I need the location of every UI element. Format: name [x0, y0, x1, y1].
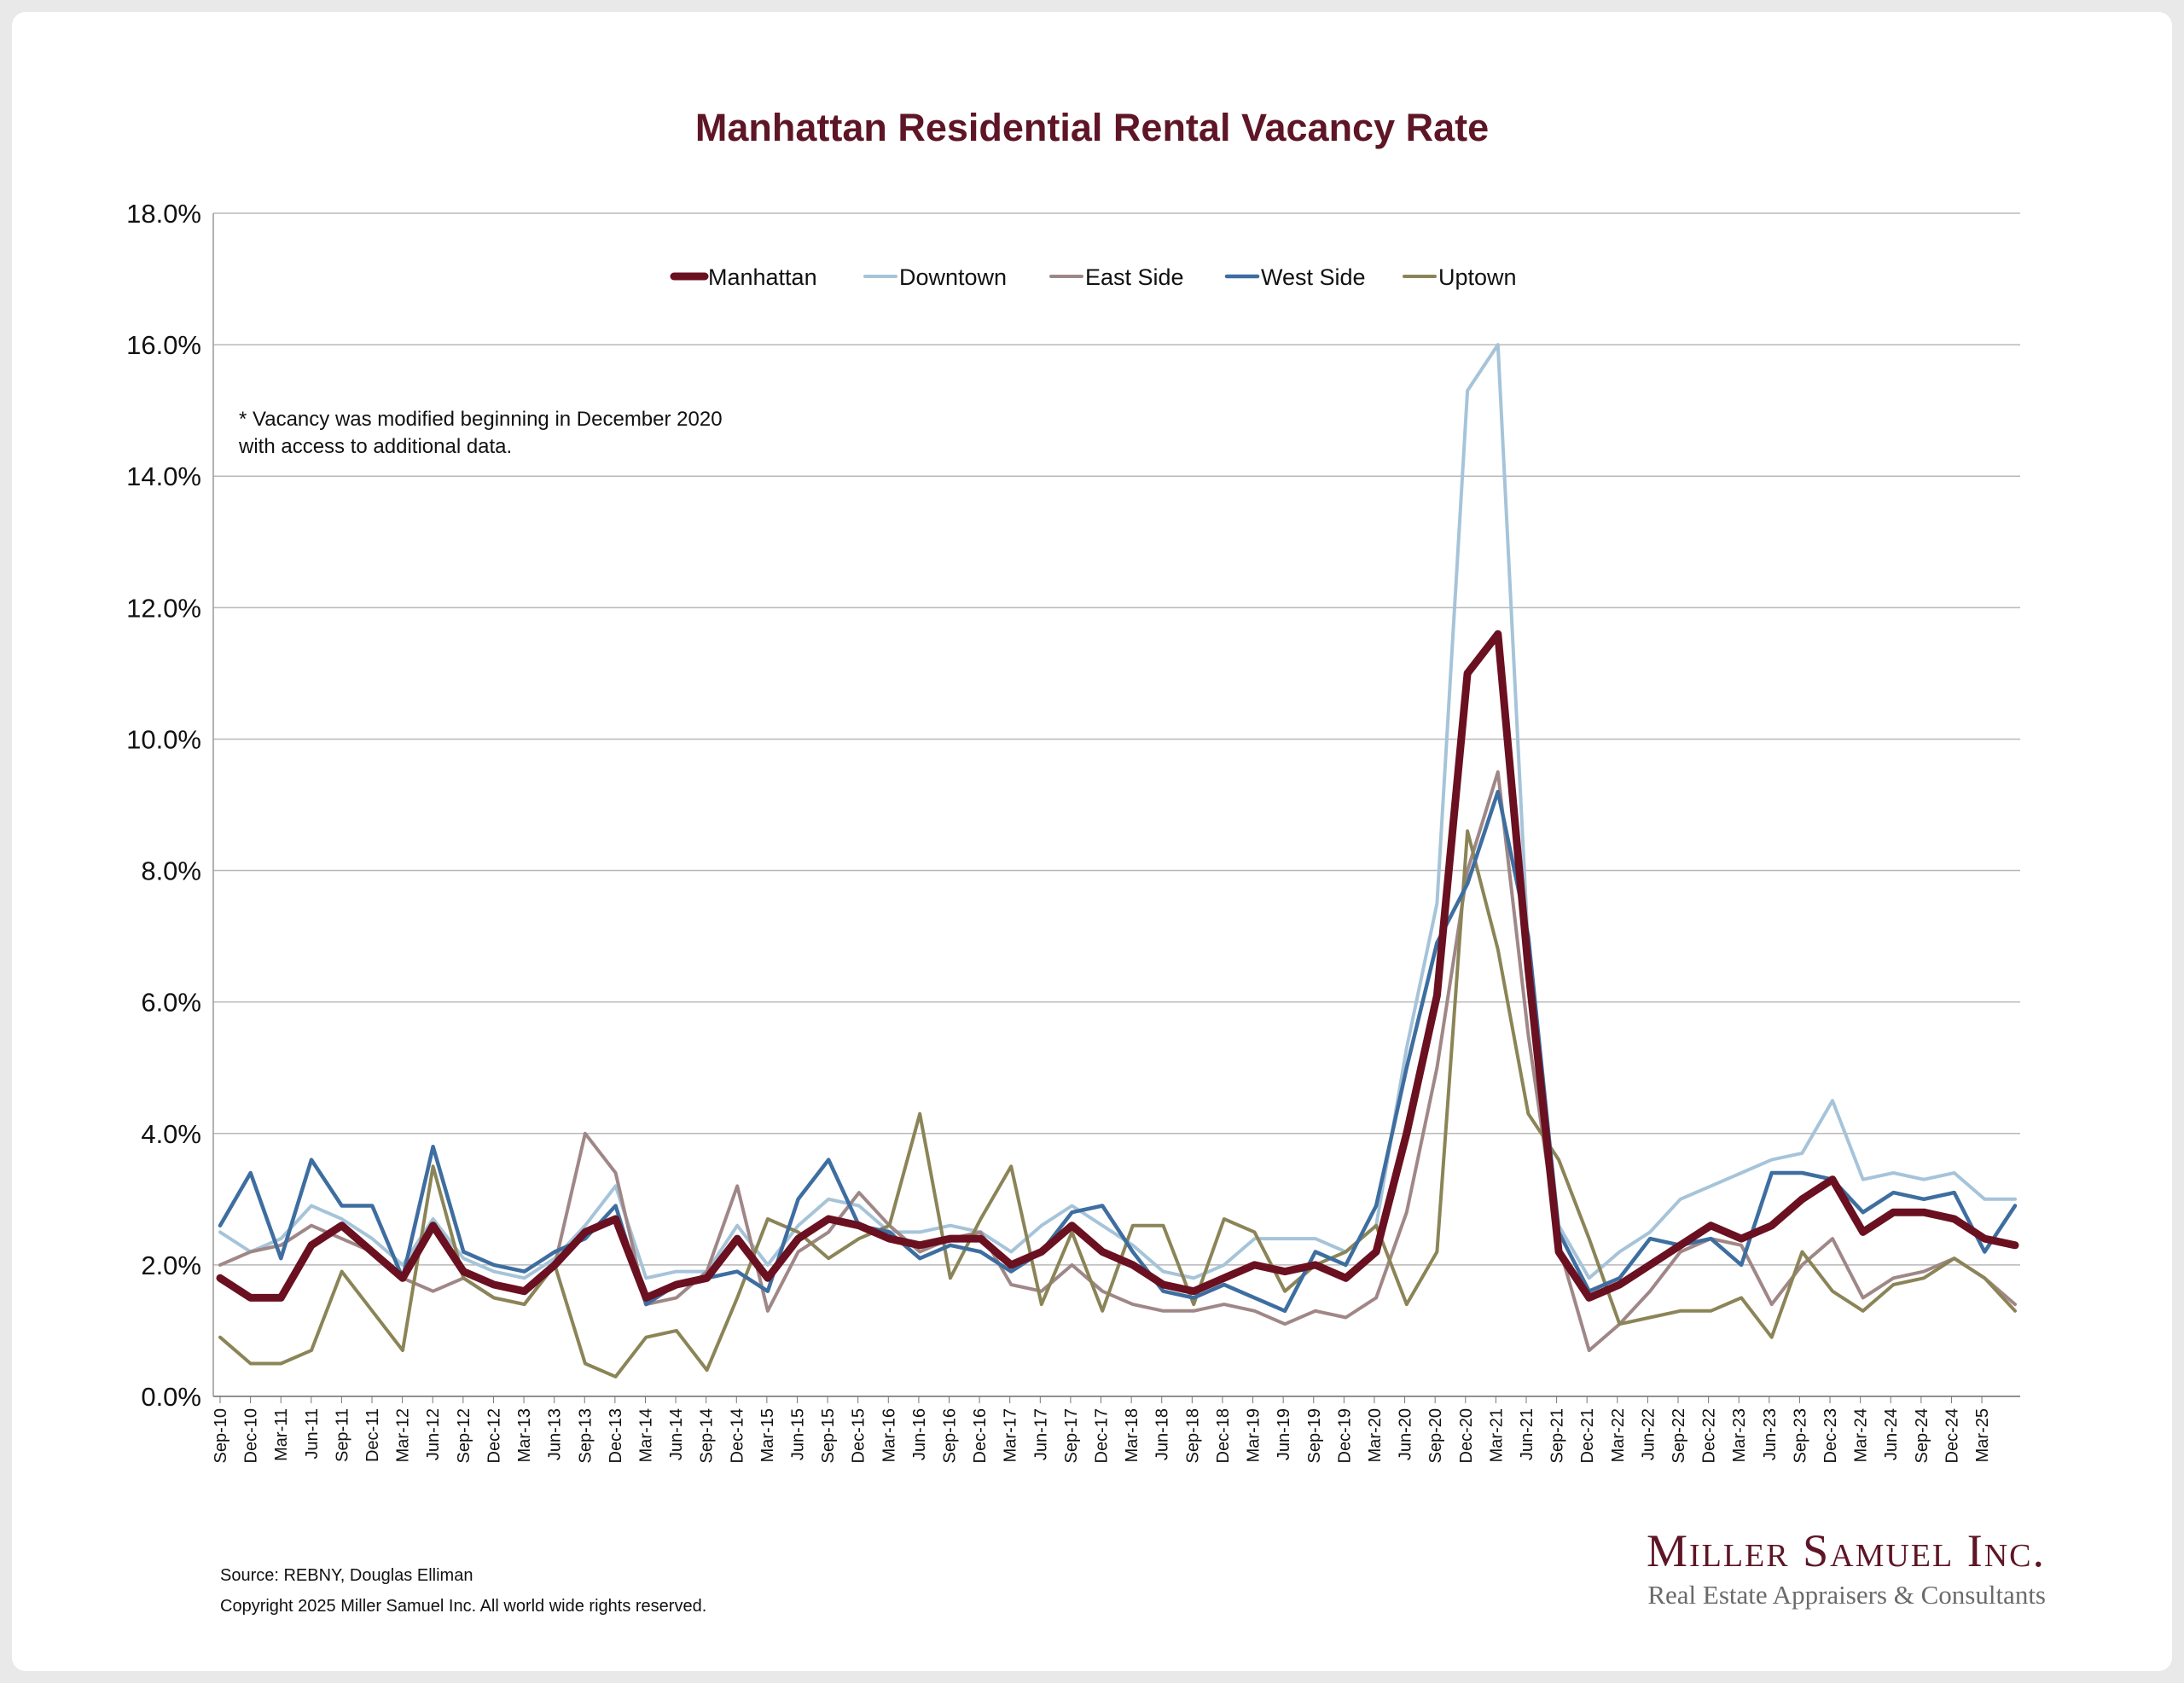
- brand-logo: Miller Samuel Inc. Real Estate Appraiser…: [1647, 1523, 2046, 1612]
- legend-label-east-side: East Side: [1085, 264, 1184, 290]
- series-uptown: [218, 829, 2017, 1378]
- x-tick-label: Jun-23: [1761, 1408, 1780, 1460]
- x-tick-label: Mar-15: [758, 1408, 777, 1462]
- x-tick-label: Jun-18: [1153, 1408, 1172, 1460]
- x-tick-label: Jun-20: [1397, 1408, 1415, 1460]
- x-tick-label: Jun-17: [1031, 1408, 1050, 1460]
- x-tick-label: Sep-19: [1305, 1408, 1324, 1464]
- x-tick-label: Sep-24: [1913, 1408, 1931, 1464]
- x-tick-label: Dec-13: [607, 1408, 625, 1463]
- chart-card: Manhattan Residential Rental Vacancy Rat…: [12, 12, 2172, 1671]
- x-tick-label: Mar-12: [394, 1408, 413, 1462]
- x-tick-label: Sep-22: [1670, 1408, 1688, 1464]
- x-tick-label: Sep-15: [819, 1408, 838, 1464]
- legend-label-uptown: Uptown: [1438, 264, 1517, 290]
- x-tick-label: Dec-12: [485, 1408, 503, 1463]
- x-tick-label: Dec-16: [971, 1408, 990, 1463]
- x-tick-label: Mar-14: [636, 1408, 655, 1462]
- x-tick-label: Jun-16: [910, 1408, 929, 1460]
- x-tick-label: Dec-11: [363, 1408, 382, 1462]
- y-tick-label: 0.0%: [141, 1382, 201, 1412]
- brand-tagline: Real Estate Appraisers & Consultants: [1647, 1580, 2046, 1610]
- legend-label-west-side: West Side: [1261, 264, 1366, 290]
- source-note: Source: REBNY, Douglas Elliman: [220, 1566, 473, 1585]
- y-tick-label: 14.0%: [126, 461, 201, 491]
- x-tick-label: Sep-21: [1548, 1408, 1567, 1464]
- x-tick-label: Dec-15: [850, 1408, 868, 1463]
- x-tick-label: Jun-15: [788, 1408, 807, 1460]
- series-downtown: [218, 343, 2017, 1280]
- x-tick-label: Mar-20: [1366, 1408, 1385, 1462]
- x-tick-label: Dec-22: [1700, 1408, 1719, 1463]
- y-tick-label: 2.0%: [141, 1251, 201, 1280]
- x-tick-label: Mar-21: [1487, 1408, 1506, 1462]
- x-tick-label: Jun-22: [1639, 1408, 1658, 1460]
- line-chart: 0.0% 2.0% 4.0% 6.0% 8.0% 10.0% 12.0% 14.0% 16.0%…: [126, 199, 2020, 1464]
- y-tick-label: 4.0%: [141, 1119, 201, 1149]
- x-tick-label: Dec-10: [242, 1408, 261, 1463]
- x-tick-label: Jun-14: [667, 1408, 686, 1460]
- x-tick-label: Dec-20: [1457, 1408, 1476, 1463]
- x-tick-label: Mar-23: [1730, 1408, 1749, 1462]
- y-tick-label: 6.0%: [141, 988, 201, 1018]
- y-tick-label: 12.0%: [126, 593, 201, 623]
- x-tick-label: Dec-24: [1943, 1408, 1961, 1463]
- x-tick-label: Mar-19: [1245, 1408, 1263, 1462]
- x-tick-label: Sep-12: [455, 1408, 473, 1464]
- x-tick-label: Jun-19: [1275, 1408, 1293, 1460]
- x-tick-label: Dec-19: [1335, 1408, 1354, 1463]
- x-tick-label: Jun-11: [303, 1408, 322, 1460]
- x-tick-label: Mar-24: [1852, 1408, 1871, 1462]
- x-tick-label: Mar-22: [1609, 1408, 1628, 1462]
- y-tick-label: 18.0%: [126, 199, 201, 229]
- x-tick-label: Sep-10: [212, 1408, 230, 1464]
- series-west-side: [218, 789, 2018, 1314]
- y-tick-label: 16.0%: [126, 330, 201, 360]
- x-tick-label: Mar-13: [515, 1408, 534, 1462]
- x-tick-label: Sep-13: [576, 1408, 595, 1464]
- series-manhattan: [216, 630, 2019, 1302]
- chart-title: Manhattan Residential Rental Vacancy Rat…: [694, 106, 1490, 149]
- x-tick-label: Jun-21: [1518, 1408, 1536, 1460]
- x-tick-label: Mar-16: [880, 1408, 898, 1462]
- vacancy-footnote: * Vacancy was modified beginning in Dece…: [239, 408, 723, 458]
- y-tick-label: 8.0%: [141, 856, 201, 886]
- x-tick-label: Mar-25: [1973, 1408, 1992, 1462]
- legend-label-downtown: Downtown: [899, 264, 1007, 290]
- x-tick-label: Dec-17: [1093, 1408, 1112, 1463]
- y-tick-label: 10.0%: [126, 724, 201, 754]
- copyright-note: Copyright 2025 Miller Samuel Inc. All wo…: [220, 1597, 707, 1616]
- x-tick-label: Mar-18: [1123, 1408, 1141, 1462]
- x-tick-label: Jun-12: [424, 1408, 443, 1460]
- x-tick-label: Dec-23: [1821, 1408, 1840, 1463]
- x-tick-label: Sep-20: [1426, 1408, 1445, 1464]
- x-tick-label: Jun-13: [546, 1408, 565, 1460]
- brand-name: Miller Samuel Inc.: [1646, 1525, 2046, 1576]
- x-tick-label: Mar-17: [1002, 1408, 1020, 1462]
- x-tick-label: Jun-24: [1882, 1408, 1901, 1460]
- x-tick-label: Sep-23: [1791, 1408, 1809, 1464]
- x-tick-label: Sep-17: [1062, 1408, 1081, 1464]
- x-tick-label: Sep-11: [333, 1408, 351, 1462]
- x-tick-label: Dec-14: [728, 1408, 746, 1463]
- x-tick-label: Sep-16: [941, 1408, 960, 1464]
- x-tick-label: Sep-14: [698, 1408, 717, 1464]
- x-tick-label: Dec-21: [1578, 1408, 1597, 1463]
- x-tick-label: Mar-11: [272, 1408, 291, 1461]
- x-tick-label: Sep-18: [1183, 1408, 1202, 1464]
- x-tick-label: Dec-18: [1214, 1408, 1233, 1463]
- legend-label-manhattan: Manhattan: [708, 264, 817, 290]
